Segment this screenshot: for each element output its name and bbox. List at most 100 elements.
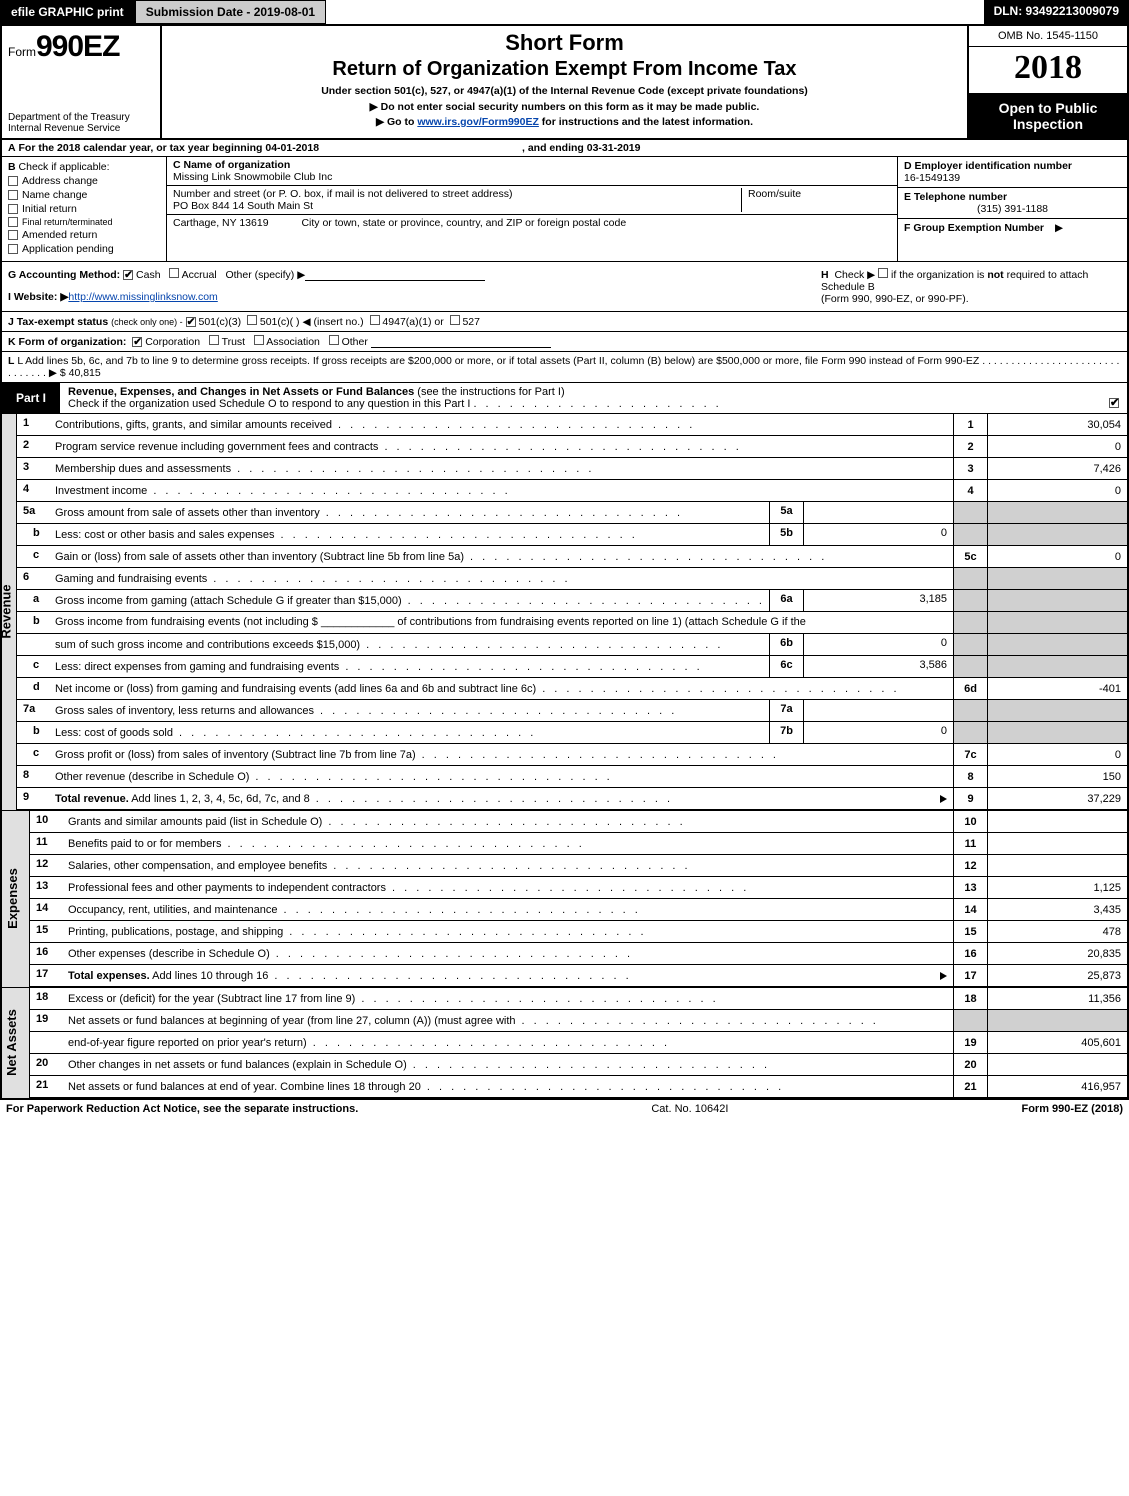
chk-corporation[interactable]: ✔ [132, 337, 142, 347]
right-line-value: 0 [987, 744, 1127, 765]
check-if-applicable: Check if applicable: [19, 161, 110, 173]
part1-desc: Revenue, Expenses, and Changes in Net As… [60, 383, 1127, 413]
side-expenses-text: Expenses [4, 868, 19, 929]
chk-trust[interactable] [209, 335, 219, 345]
line-row: 5aGross amount from sale of assets other… [17, 502, 1127, 524]
c-name-label: C Name of organization [173, 159, 290, 171]
chk-amended-return[interactable] [8, 230, 18, 240]
right-val-shaded [987, 524, 1127, 545]
efile-print-button[interactable]: efile GRAPHIC print [0, 0, 135, 24]
j-label: J Tax-exempt status [8, 316, 108, 328]
line-number: 15 [30, 921, 64, 942]
right-line-number: 10 [953, 811, 987, 832]
chk-final-return[interactable] [8, 217, 18, 227]
right-line-value [987, 811, 1127, 832]
chk-schedule-o[interactable]: ✔ [1109, 398, 1119, 408]
line-number: 1 [17, 414, 51, 435]
mid-line-number: 6a [769, 590, 803, 611]
line-row: bLess: cost or other basis and sales exp… [17, 524, 1127, 546]
right-line-value: -401 [987, 678, 1127, 699]
open-public-2: Inspection [973, 116, 1123, 132]
chk-other-org[interactable] [329, 335, 339, 345]
line-description: Excess or (deficit) for the year (Subtra… [64, 988, 953, 1009]
form-990ez: 990EZ [36, 30, 119, 63]
right-line-value: 478 [987, 921, 1127, 942]
line-row: 20Other changes in net assets or fund ba… [30, 1054, 1127, 1076]
org-address: PO Box 844 14 South Main St [173, 200, 741, 212]
line-row: dNet income or (loss) from gaming and fu… [17, 678, 1127, 700]
right-val-shaded [987, 634, 1127, 655]
other-specify-field[interactable] [305, 269, 485, 281]
instructions-link[interactable]: www.irs.gov/Form990EZ [417, 116, 539, 128]
line-number: a [17, 590, 51, 611]
website-link[interactable]: http://www.missinglinksnow.com [68, 291, 217, 303]
chk-501c[interactable] [247, 315, 257, 325]
f-label: F Group Exemption Number [904, 222, 1044, 234]
expenses-lines: 10Grants and similar amounts paid (list … [30, 811, 1127, 987]
right-val-shaded [987, 722, 1127, 743]
chk-cash[interactable]: ✔ [123, 270, 133, 280]
line-description: Gross income from fundraising events (no… [51, 612, 953, 633]
line-number: 9 [17, 788, 51, 809]
mid-line-value: 3,586 [803, 656, 953, 677]
chk-4947[interactable] [370, 315, 380, 325]
line-description: Other revenue (describe in Schedule O). … [51, 766, 953, 787]
chk-association[interactable] [254, 335, 264, 345]
line-number: 13 [30, 877, 64, 898]
line-description: Gross amount from sale of assets other t… [51, 502, 769, 523]
other-org-field[interactable] [371, 336, 551, 348]
chk-initial-return[interactable] [8, 204, 18, 214]
right-val-shaded [987, 568, 1127, 589]
right-num-shaded [953, 656, 987, 677]
line-description: end-of-year figure reported on prior yea… [64, 1032, 953, 1053]
netassets-lines: 18Excess or (deficit) for the year (Subt… [30, 988, 1127, 1098]
right-line-value [987, 855, 1127, 876]
line-number: 21 [30, 1076, 64, 1097]
right-line-value: 416,957 [987, 1076, 1127, 1097]
right-val-shaded [987, 656, 1127, 677]
part1-label: Part I [2, 383, 60, 413]
right-val-shaded [987, 1010, 1127, 1031]
chk-accrual[interactable] [169, 268, 179, 278]
opt-final-return: Final return/terminated [22, 217, 113, 227]
k-o1: Corporation [145, 336, 200, 348]
chk-schedule-b[interactable] [878, 268, 888, 278]
line-description: Other changes in net assets or fund bala… [64, 1054, 953, 1075]
part1-check-text: Check if the organization used Schedule … [68, 398, 470, 410]
instruction-1: ▶ Do not enter social security numbers o… [168, 101, 961, 113]
expenses-block: Expenses 10Grants and similar amounts pa… [2, 810, 1127, 987]
part1-title-sub: (see the instructions for Part I) [414, 386, 564, 398]
right-line-number: 2 [953, 436, 987, 457]
right-num-shaded [953, 612, 987, 633]
j-o2: 501(c)( ) [260, 316, 300, 328]
right-line-value: 3,435 [987, 899, 1127, 920]
line-row: 15Printing, publications, postage, and s… [30, 921, 1127, 943]
line-number: 3 [17, 458, 51, 479]
chk-address-change[interactable] [8, 176, 18, 186]
mid-line-number: 7a [769, 700, 803, 721]
telephone-value: (315) 391-1188 [904, 203, 1121, 215]
revenue-block: Revenue 1Contributions, gifts, grants, a… [2, 414, 1127, 810]
right-line-number: 18 [953, 988, 987, 1009]
right-num-shaded [953, 590, 987, 611]
line-description: Professional fees and other payments to … [64, 877, 953, 898]
subtitle: Under section 501(c), 527, or 4947(a)(1)… [168, 85, 961, 97]
mid-line-value: 3,185 [803, 590, 953, 611]
line-number: 5a [17, 502, 51, 523]
right-line-value: 0 [987, 480, 1127, 501]
chk-application-pending[interactable] [8, 244, 18, 254]
opt-amended-return: Amended return [22, 229, 97, 241]
chk-501c3[interactable]: ✔ [186, 317, 196, 327]
mid-line-value [803, 700, 953, 721]
right-line-value: 37,229 [987, 788, 1127, 809]
chk-527[interactable] [450, 315, 460, 325]
line-number: b [17, 612, 51, 633]
line-row: cGain or (loss) from sale of assets othe… [17, 546, 1127, 568]
chk-name-change[interactable] [8, 190, 18, 200]
line-row: 8Other revenue (describe in Schedule O).… [17, 766, 1127, 788]
line-description: Benefits paid to or for members. . . . .… [64, 833, 953, 854]
k-label: K Form of organization: [8, 336, 126, 348]
line-row: aGross income from gaming (attach Schedu… [17, 590, 1127, 612]
line-description: Net income or (loss) from gaming and fun… [51, 678, 953, 699]
c-addr-label: Number and street (or P. O. box, if mail… [173, 188, 741, 200]
